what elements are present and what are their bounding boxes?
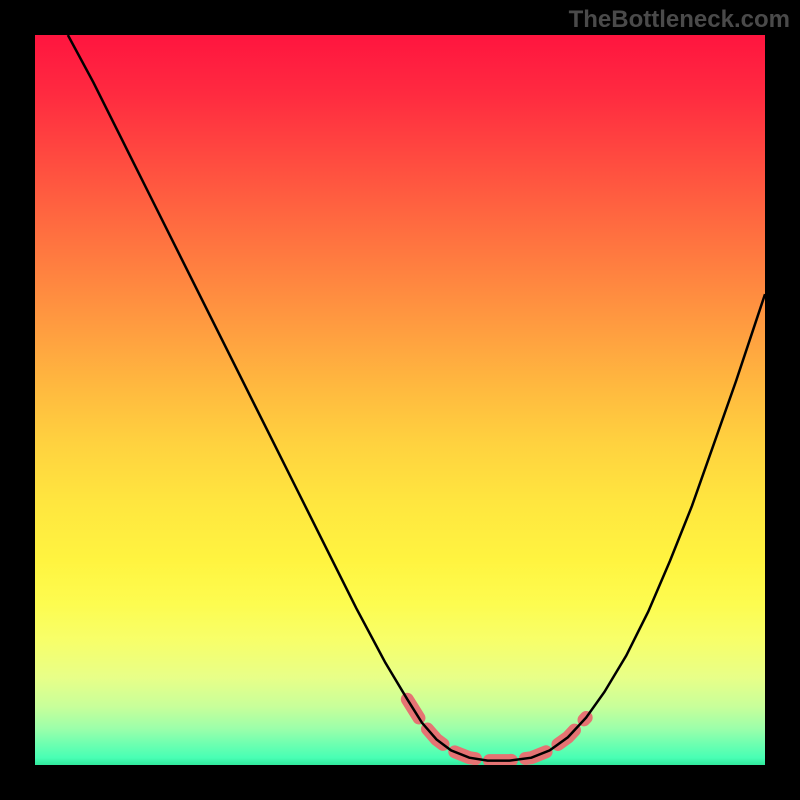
highlight-band bbox=[407, 699, 586, 760]
curve-layer bbox=[35, 35, 765, 765]
plot-area bbox=[35, 35, 765, 765]
watermark-text: TheBottleneck.com bbox=[569, 6, 790, 34]
bottleneck-curve bbox=[68, 35, 765, 761]
